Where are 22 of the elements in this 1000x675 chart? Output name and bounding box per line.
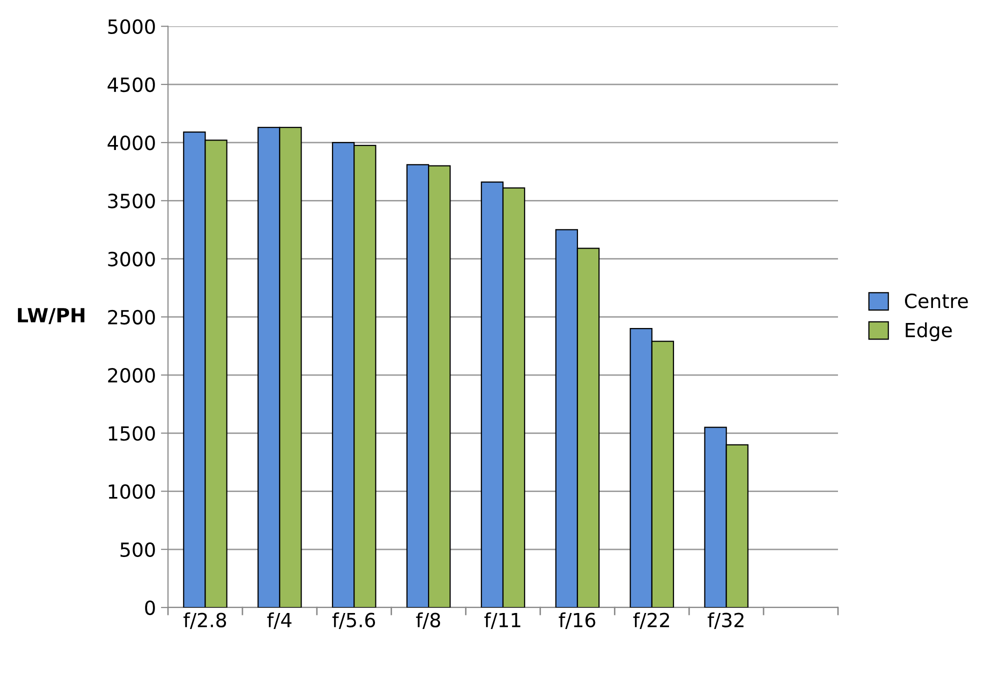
legend-label: Edge: [906, 322, 952, 342]
y-tick-label: 3500: [108, 194, 155, 208]
y-tick-label: 3000: [108, 252, 155, 266]
y-tick-label: 500: [120, 542, 155, 558]
x-tick-label: f/32: [708, 612, 744, 629]
x-tick-label: f/4: [267, 612, 292, 629]
y-tick-label: 2000: [108, 368, 155, 383]
x-tick-label: f/2.8: [184, 612, 226, 629]
x-tick-label: f/22: [633, 612, 670, 629]
y-tick-label: 0: [145, 600, 155, 616]
x-tick-label: f/5.6: [332, 612, 376, 629]
y-tick-label: 2500: [108, 310, 155, 325]
y-tick-label: 1500: [108, 426, 155, 441]
y-tick-label: 1000: [108, 484, 155, 499]
y-tick-label: 4500: [108, 77, 155, 92]
y-axis-title: LW/PH: [18, 308, 84, 324]
x-tick-label: f/11: [484, 612, 520, 629]
x-tick-label: f/8: [416, 612, 440, 629]
y-tick-label: 4000: [108, 136, 155, 150]
x-tick-label: f/16: [558, 612, 596, 629]
y-tick-label: 5000: [108, 19, 155, 34]
legend-label: Centre: [904, 294, 968, 308]
